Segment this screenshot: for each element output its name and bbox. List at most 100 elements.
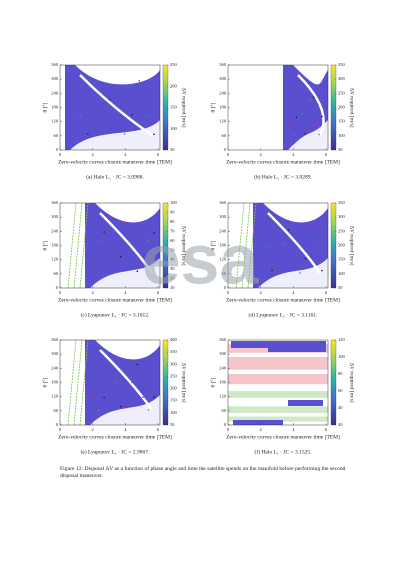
- dot: [153, 396, 155, 398]
- trajectory: [247, 202, 257, 289]
- x-tick-label: 2: [260, 427, 262, 432]
- x-tick-label: 4: [124, 427, 127, 432]
- void: [70, 120, 160, 150]
- colorbar-tick-label: 100: [338, 271, 346, 276]
- y-tick-label: 240: [51, 90, 59, 95]
- x-tick-label: 6: [325, 427, 328, 432]
- x-tick-label: 6: [325, 152, 328, 157]
- y-tick-label: 180: [219, 380, 227, 385]
- colorbar-tick-label: 150: [170, 398, 178, 403]
- x-tick-label: 4: [124, 290, 127, 295]
- x-axis-label: Zero-velocity curves closure maneuver ti…: [58, 297, 172, 303]
- dot: [271, 269, 273, 272]
- x-tick-label: 6: [325, 290, 328, 295]
- dot: [312, 96, 315, 98]
- colorbar-label: ΔV required [m/s]: [181, 87, 187, 127]
- y-tick-label: 240: [51, 365, 59, 370]
- dot: [103, 396, 105, 399]
- band: [228, 406, 328, 414]
- colorbar-tick-label: 50: [170, 247, 175, 252]
- dot: [304, 132, 306, 135]
- void: [263, 203, 328, 223]
- dot: [131, 249, 133, 251]
- colorbar: [330, 339, 337, 426]
- y-tick-label: 240: [219, 365, 227, 370]
- dot: [119, 256, 122, 258]
- dot: [282, 242, 284, 245]
- y-tick-label: 120: [219, 394, 227, 399]
- colorbar-label: ΔV required [m/s]: [349, 362, 355, 402]
- dot: [108, 262, 111, 264]
- x-tick-label: 4: [292, 290, 295, 295]
- x-tick-label: 2: [260, 152, 262, 157]
- panel-caption: (a) Halo L₁ · JC = 3.0988.: [86, 173, 144, 180]
- colorbar-tick-label: 100: [338, 354, 346, 359]
- dot: [101, 97, 104, 100]
- y-tick-label: 0: [224, 147, 227, 152]
- trajectory: [241, 202, 251, 289]
- curve: [99, 349, 154, 411]
- y-axis-label: θ [°]: [41, 377, 48, 387]
- y-tick-label: 300: [219, 76, 227, 81]
- colorbar-tick-label: 50: [338, 285, 343, 290]
- trajectory: [73, 339, 83, 426]
- colorbar-tick-label: 350: [338, 200, 346, 205]
- colorbar-tick-label: 150: [170, 105, 178, 110]
- y-tick-label: 240: [219, 90, 227, 95]
- colorbar: [162, 339, 169, 426]
- region: [288, 400, 323, 406]
- dot: [293, 133, 295, 136]
- y-tick-label: 300: [51, 351, 59, 356]
- y-tick-label: 120: [219, 257, 227, 262]
- dot: [265, 246, 268, 248]
- trajectory: [79, 202, 89, 289]
- y-axis-label: θ [°]: [41, 240, 48, 250]
- dot: [153, 133, 155, 136]
- dot: [109, 98, 111, 101]
- panel-caption: (c) Lyapunov L₁ · JC = 3.1612.: [81, 311, 150, 318]
- void: [75, 65, 160, 85]
- y-tick-label: 0: [56, 422, 59, 427]
- colorbar-tick-label: 250: [170, 373, 178, 378]
- y-tick-label: 60: [54, 271, 59, 276]
- dot: [131, 381, 133, 384]
- colorbar-tick-label: 400: [170, 337, 178, 342]
- figure-caption: Figure 12: Disposal ΔV as a function of …: [60, 466, 346, 479]
- dot: [142, 266, 144, 269]
- colorbar-tick-label: 200: [170, 83, 178, 88]
- y-tick-label: 360: [51, 337, 59, 342]
- colorbar-tick-label: 300: [338, 76, 346, 81]
- colorbar-label: ΔV required [m/s]: [181, 362, 187, 402]
- y-tick-label: 60: [54, 133, 59, 138]
- y-tick-label: 0: [224, 285, 227, 290]
- band: [228, 391, 328, 398]
- y-tick-label: 60: [222, 408, 227, 413]
- y-tick-label: 240: [51, 228, 59, 233]
- y-axis-label: θ [°]: [209, 377, 216, 387]
- region: [233, 420, 283, 425]
- dot: [108, 364, 111, 366]
- y-axis-label: θ [°]: [209, 240, 216, 250]
- void: [288, 120, 328, 150]
- dot: [114, 381, 116, 383]
- y-tick-label: 300: [219, 351, 227, 356]
- void: [90, 395, 160, 425]
- x-axis-label: Zero-velocity curves closure maneuver ti…: [58, 159, 172, 165]
- x-tick-label: 0: [227, 152, 230, 157]
- x-tick-label: 0: [227, 427, 230, 432]
- y-tick-label: 60: [222, 271, 227, 276]
- y-tick-label: 120: [51, 394, 59, 399]
- colorbar-tick-label: 100: [338, 133, 346, 138]
- colorbar-tick-label: 70: [170, 228, 175, 233]
- dot: [293, 260, 296, 263]
- colorbar-tick-label: 300: [338, 214, 346, 219]
- dot: [72, 79, 74, 81]
- dot: [97, 240, 100, 243]
- colorbar-tick-label: 150: [338, 119, 346, 124]
- colorbar-tick-label: 100: [170, 126, 178, 131]
- y-tick-label: 360: [51, 200, 59, 205]
- y-tick-label: 60: [222, 133, 227, 138]
- colorbar-tick-label: 30: [170, 266, 175, 271]
- colorbar-tick-label: 50: [170, 147, 175, 152]
